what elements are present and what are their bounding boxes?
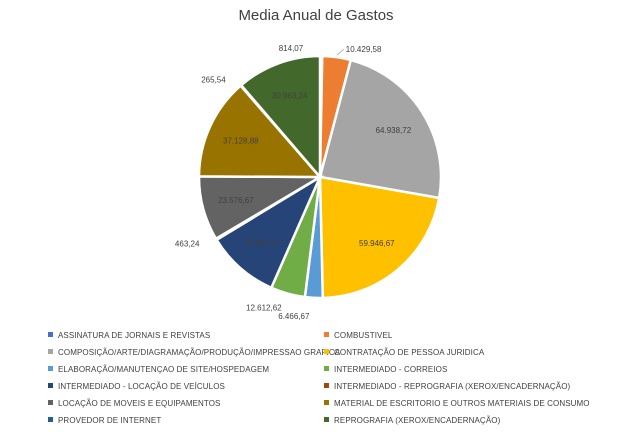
legend-swatch [48, 349, 53, 355]
legend-swatch [324, 332, 329, 338]
legend-entry: INTERMEDIADO - LOCAÇÃO DE VEÍCULOS [48, 382, 225, 391]
data-label: 463,24 [175, 239, 200, 248]
legend-entry: MATERIAL DE ESCRITORIO E OUTROS MATERIAI… [324, 399, 590, 408]
legend-label: REPROGRAFIA (XEROX/ENCADERNAÇÃO) [334, 416, 501, 425]
pie-chart: 814,07 10.429,58 64.938,72 59.946,67 6.466,6… [175, 44, 443, 321]
data-label: 10.429,58 [346, 45, 382, 54]
data-label: 814,07 [279, 44, 304, 53]
data-label: 59.946,67 [359, 239, 395, 248]
legend-label: INTERMEDIADO - REPROGRAFIA (XEROX/ENCADE… [334, 382, 571, 391]
legend-label: PROVEDOR DE INTERNET [58, 416, 162, 425]
legend-label: INTERMEDIADO - LOCAÇÃO DE VEÍCULOS [58, 382, 225, 391]
data-label: 30.963,24 [272, 91, 308, 100]
legend-swatch [48, 400, 53, 406]
legend-swatch [48, 366, 53, 372]
pie-slice [214, 173, 323, 290]
data-label: 23.576,67 [218, 196, 254, 205]
legend-label: COMBUSTIVEL [334, 331, 393, 340]
legend-entry: COMBUSTIVEL [324, 331, 392, 340]
legend-entry: PROVEDOR DE INTERNET [48, 416, 161, 425]
legend-entry: LOCAÇÃO DE MOVEIS E EQUIPAMENTOS [48, 399, 221, 408]
data-label: 64.938,72 [376, 126, 412, 135]
legend-entry: COMPOSIÇÃO/ARTE/DIAGRAMAÇÃO/PRODUÇÃO/IMP… [48, 348, 340, 357]
legend-label: COMPOSIÇÃO/ARTE/DIAGRAMAÇÃO/PRODUÇÃO/IMP… [58, 348, 341, 357]
pie-slice [239, 54, 322, 181]
legend-swatch [48, 383, 53, 389]
pie-slice [197, 83, 323, 179]
leader-line [336, 48, 345, 56]
data-label: 37.128,88 [223, 137, 259, 146]
legend-swatch [324, 349, 329, 355]
legend-swatch [324, 366, 329, 372]
legend-swatch [48, 417, 53, 423]
legend-entry: ASSINATURA DE JORNAIS E REVISTAS [48, 331, 210, 340]
legend-entry: ELABORAÇÃO/MANUTENÇAO DE SITE/HOSPEDAGEM [48, 365, 269, 374]
data-label: 6.466,67 [278, 312, 310, 321]
legend-swatch [324, 417, 329, 423]
legend-entry: REPROGRAFIA (XEROX/ENCADERNAÇÃO) [324, 416, 500, 425]
legend-swatch [324, 383, 329, 389]
legend-label: CONTRATAÇÃO DE PESSOA JURIDICA [334, 348, 485, 357]
legend-label: LOCAÇÃO DE MOVEIS E EQUIPAMENTOS [58, 399, 221, 408]
legend-label: ASSINATURA DE JORNAIS E REVISTAS [58, 331, 211, 340]
pie-slice [318, 58, 443, 200]
data-label: 265,54 [201, 75, 226, 84]
legend-label: ELABORAÇÃO/MANUTENÇAO DE SITE/HOSPEDAGEM [58, 365, 270, 374]
data-label: 26.666,67 [245, 239, 281, 248]
legend-entry: INTERMEDIADO - CORREIOS [324, 365, 447, 374]
legend-swatch [48, 332, 53, 338]
legend-entry: INTERMEDIADO - REPROGRAFIA (XEROX/ENCADE… [324, 382, 570, 391]
legend-label: MATERIAL DE ESCRITORIO E OUTROS MATERIAI… [334, 399, 590, 408]
legend-entry: CONTRATAÇÃO DE PESSOA JURIDICA [324, 348, 484, 357]
chart-title: Media Anual de Gastos [238, 7, 394, 24]
data-label: 12.612,62 [246, 303, 282, 312]
pie-slice [318, 175, 441, 300]
legend-label: INTERMEDIADO - CORREIOS [334, 365, 448, 374]
legend-swatch [324, 400, 329, 406]
